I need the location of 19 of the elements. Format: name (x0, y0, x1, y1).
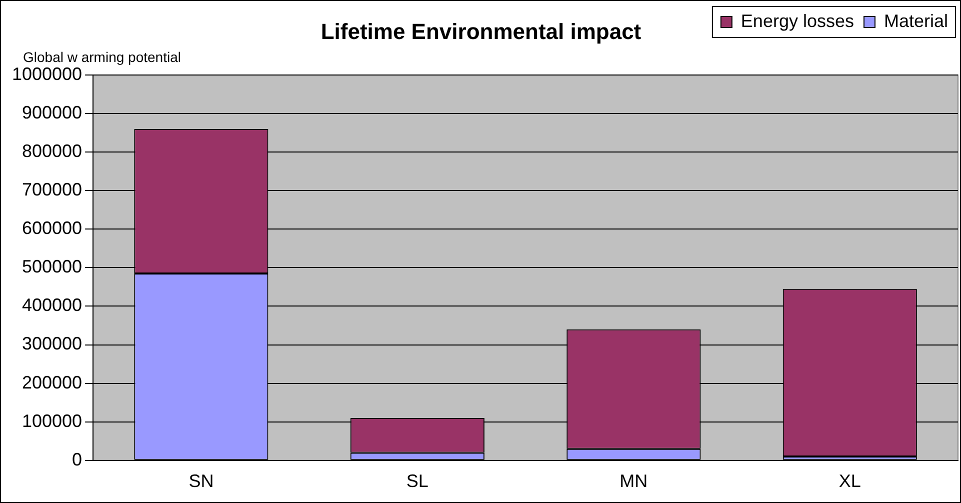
x-tick-label: SL (406, 471, 428, 492)
y-tick-label: 1000000 (12, 64, 82, 84)
chart-title: Lifetime Environmental impact (320, 19, 642, 44)
x-tick-label: SN (188, 471, 214, 492)
y-tick-label: 700000 (22, 180, 82, 200)
y-tick-label: 200000 (22, 372, 82, 392)
y-tick-label: 100000 (22, 410, 82, 431)
y-tick-label: 800000 (22, 141, 82, 162)
y-tick-label: 300000 (22, 334, 82, 354)
x-tick-label: MN (620, 471, 648, 492)
y-axis-title: Global w arming potential (23, 49, 181, 65)
y-tick-label: 900000 (22, 102, 82, 123)
y-tick-label: 500000 (22, 256, 82, 277)
y-tick-label: 0 (72, 449, 82, 470)
x-tick-label: XL (838, 471, 861, 492)
legend-label: Energy losses (740, 10, 854, 31)
y-tick-label: 400000 (22, 295, 82, 316)
legend-label: Material (884, 10, 948, 31)
y-tick-label: 600000 (22, 218, 82, 238)
